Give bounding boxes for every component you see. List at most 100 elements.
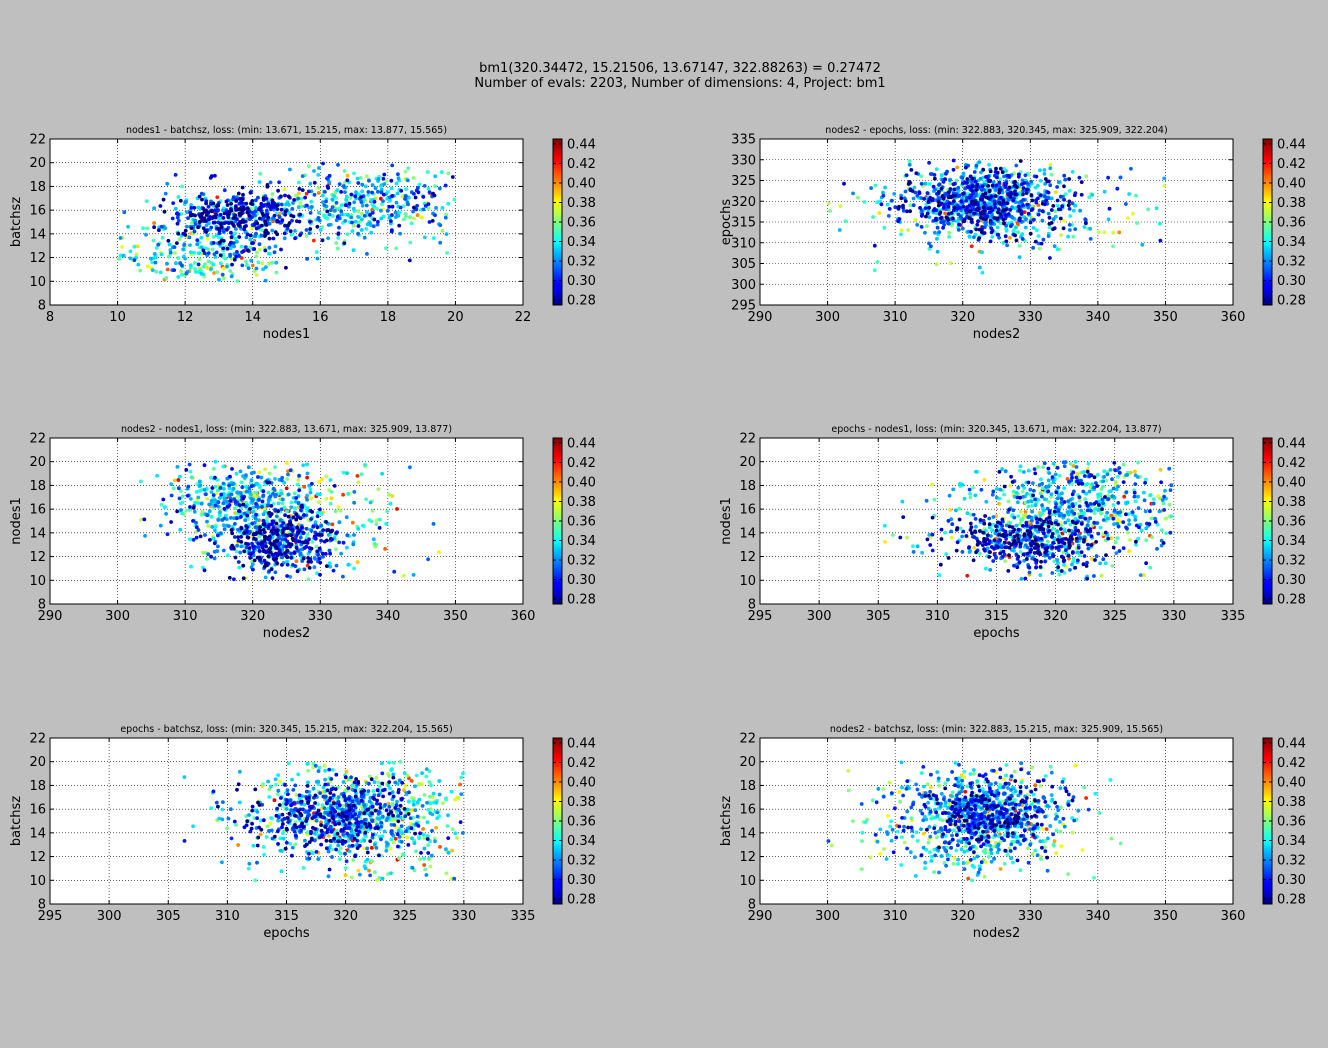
x-tick-label: 12 bbox=[177, 310, 194, 325]
data-point bbox=[372, 199, 377, 204]
data-point bbox=[204, 201, 209, 206]
data-point bbox=[1056, 485, 1061, 490]
data-point bbox=[212, 541, 217, 546]
data-point bbox=[1148, 493, 1153, 497]
data-point bbox=[176, 195, 181, 199]
data-point bbox=[1053, 209, 1058, 214]
data-point bbox=[1151, 501, 1156, 506]
data-point bbox=[1137, 525, 1141, 530]
data-point bbox=[970, 176, 975, 181]
data-point bbox=[219, 492, 224, 497]
data-point bbox=[244, 484, 248, 489]
data-point bbox=[254, 198, 258, 203]
data-point bbox=[225, 264, 229, 269]
data-point bbox=[919, 225, 924, 229]
data-point bbox=[938, 562, 943, 567]
data-point bbox=[877, 211, 882, 215]
data-point bbox=[1008, 235, 1012, 240]
data-point bbox=[184, 508, 189, 513]
data-point bbox=[1099, 573, 1104, 578]
y-tick-label: 310 bbox=[731, 236, 756, 251]
data-point bbox=[963, 208, 968, 213]
data-point bbox=[1031, 481, 1035, 485]
data-point bbox=[266, 215, 271, 220]
data-point bbox=[241, 496, 246, 501]
data-point bbox=[221, 481, 226, 486]
data-point bbox=[907, 159, 912, 164]
data-point bbox=[956, 185, 961, 190]
data-point bbox=[375, 222, 380, 227]
data-point bbox=[209, 490, 214, 494]
data-point bbox=[1085, 560, 1089, 565]
data-point bbox=[911, 550, 916, 554]
data-point bbox=[233, 522, 237, 526]
data-point bbox=[1161, 501, 1166, 506]
data-point bbox=[1001, 532, 1006, 537]
colorbar-tick-label: 0.38 bbox=[567, 196, 596, 211]
data-point bbox=[938, 210, 943, 215]
colorbar-tick-label: 0.40 bbox=[1277, 475, 1306, 490]
x-tick-label: 340 bbox=[375, 609, 400, 624]
data-point bbox=[276, 509, 280, 513]
subplot-5: 295 300 305 310 315 320 325 330 3358101214161820… bbox=[9, 724, 596, 941]
data-point bbox=[288, 167, 292, 172]
data-point bbox=[234, 199, 239, 203]
data-point bbox=[978, 176, 983, 181]
data-point bbox=[390, 204, 395, 209]
data-point bbox=[201, 248, 206, 253]
data-point bbox=[254, 254, 259, 259]
data-point bbox=[1015, 565, 1020, 570]
data-point bbox=[1067, 528, 1071, 533]
data-point bbox=[292, 551, 297, 555]
data-point bbox=[1010, 205, 1014, 210]
data-point bbox=[362, 197, 367, 202]
data-point bbox=[1169, 483, 1174, 488]
data-point bbox=[987, 522, 992, 527]
data-point bbox=[211, 234, 216, 239]
data-point bbox=[262, 203, 266, 208]
data-point bbox=[1025, 551, 1030, 556]
data-point bbox=[254, 206, 258, 210]
data-point bbox=[239, 256, 244, 260]
y-tick-label: 12 bbox=[29, 251, 46, 266]
data-point bbox=[955, 527, 959, 532]
data-point bbox=[236, 560, 241, 564]
data-point bbox=[321, 161, 325, 166]
y-tick-label: 8 bbox=[748, 598, 756, 613]
data-point bbox=[254, 512, 258, 517]
data-point bbox=[317, 210, 321, 215]
data-point bbox=[908, 203, 913, 208]
data-point bbox=[300, 188, 305, 193]
data-point bbox=[1002, 484, 1007, 489]
data-point bbox=[995, 232, 1000, 237]
data-point bbox=[244, 235, 249, 240]
data-point bbox=[1020, 483, 1025, 488]
data-point bbox=[1031, 246, 1035, 250]
data-point bbox=[1062, 541, 1067, 546]
data-point bbox=[933, 176, 937, 181]
data-point bbox=[1103, 561, 1108, 566]
data-point bbox=[1033, 239, 1038, 244]
data-point bbox=[1049, 208, 1054, 212]
data-point bbox=[421, 207, 426, 212]
data-point bbox=[188, 210, 193, 215]
data-point bbox=[1008, 224, 1013, 229]
data-point bbox=[403, 169, 408, 174]
data-point bbox=[1075, 558, 1080, 563]
data-point bbox=[382, 182, 387, 187]
data-point bbox=[1070, 551, 1075, 555]
data-point bbox=[212, 271, 217, 275]
data-point bbox=[209, 209, 214, 214]
data-point bbox=[370, 183, 375, 187]
x-tick-label: 305 bbox=[866, 609, 891, 624]
data-point bbox=[1157, 509, 1162, 514]
data-point bbox=[306, 164, 311, 169]
data-point bbox=[351, 206, 356, 211]
data-point bbox=[964, 534, 969, 538]
data-point bbox=[969, 229, 973, 234]
data-point bbox=[202, 488, 207, 492]
data-point bbox=[170, 216, 175, 221]
data-point bbox=[919, 214, 924, 218]
y-tick-label: 320 bbox=[731, 195, 756, 210]
x-axis-label: nodes2 bbox=[973, 327, 1021, 342]
